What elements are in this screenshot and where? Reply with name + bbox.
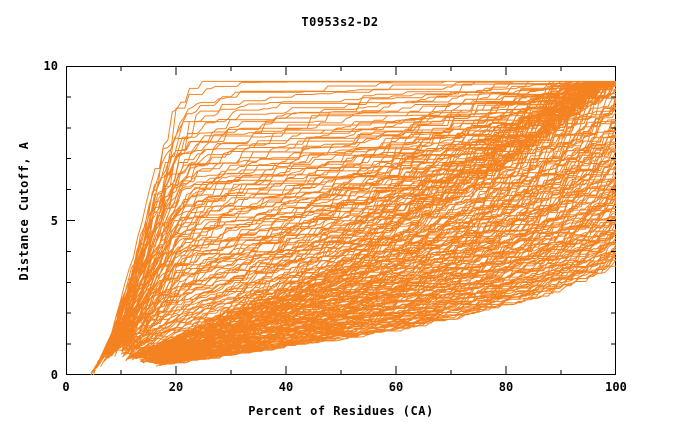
y-tick-label-0: 0 [50,368,58,382]
x-tick-label-80: 80 [498,380,514,394]
y-axis-title: Distance Cutoff, A [17,141,31,281]
y-tick-label-5: 5 [50,213,58,228]
plot-area [66,66,616,375]
x-tick-label-40: 40 [278,380,294,394]
x-tick-label-20: 20 [168,380,184,394]
x-tick-label-100: 100 [605,380,627,394]
x-axis-title: Percent of Residues (CA) [248,404,434,418]
y-tick-label-10: 10 [43,59,58,73]
chart-title: T0953s2-D2 [301,15,379,29]
curve-series-layer [90,80,616,375]
distance-cutoff-curves [90,80,616,375]
x-tick-label-60: 60 [388,380,404,394]
x-tick-label-0: 0 [62,380,70,394]
